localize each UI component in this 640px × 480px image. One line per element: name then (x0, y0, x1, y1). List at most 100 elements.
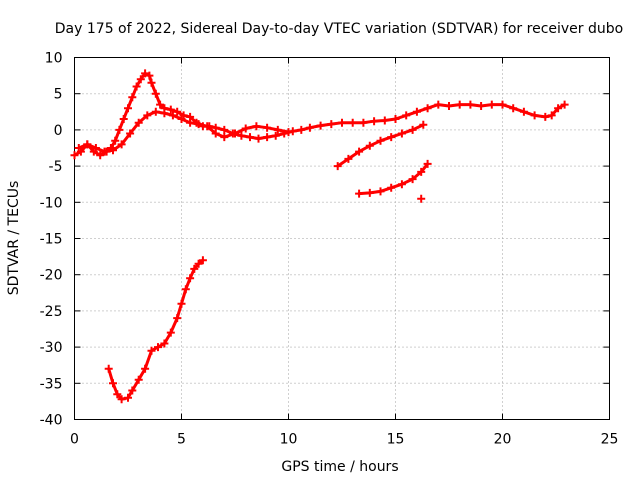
data-point (333, 162, 342, 171)
data-point (124, 104, 132, 113)
data-point (419, 120, 428, 129)
data-point (408, 175, 417, 184)
data-point (190, 264, 199, 273)
data-point (100, 147, 109, 156)
data-point (397, 180, 406, 189)
y-tick-label: -15 (40, 232, 63, 248)
data-point (186, 274, 195, 283)
data-point (359, 118, 368, 127)
data-point (136, 75, 145, 84)
data-point (370, 117, 379, 126)
data-point (166, 328, 175, 337)
series-line (336, 123, 425, 168)
data-point (327, 120, 336, 129)
data-point (134, 118, 143, 127)
data-point (560, 100, 569, 109)
data-point (284, 128, 293, 137)
data-point (348, 118, 357, 127)
data-point (186, 118, 195, 127)
data-point (547, 111, 556, 120)
data-point (119, 115, 128, 123)
series-upper-loop (74, 107, 293, 156)
data-point (91, 144, 100, 152)
data-point (273, 125, 282, 134)
y-tick-label: -35 (40, 376, 63, 392)
data-point (355, 189, 364, 198)
data-point (160, 109, 169, 118)
y-axis-label: SDTVAR / TECUs (6, 181, 22, 296)
data-point (166, 105, 175, 114)
data-point (113, 390, 122, 399)
data-point (117, 140, 126, 149)
data-point (141, 69, 150, 78)
data-point (509, 104, 518, 113)
data-point (376, 187, 385, 196)
data-point (365, 141, 374, 150)
y-tick-label: 10 (45, 51, 63, 67)
data-point (387, 183, 396, 192)
data-point (344, 154, 353, 163)
y-tick-label: -25 (40, 304, 63, 320)
data-point (417, 194, 426, 203)
data-point (177, 299, 186, 308)
data-point (194, 120, 203, 129)
series-evening-rise (333, 120, 428, 171)
data-point (154, 343, 162, 352)
data-point (271, 131, 280, 140)
data-point (241, 124, 250, 133)
data-point (203, 122, 212, 131)
data-point (151, 107, 160, 116)
x-tick-label: 5 (177, 432, 186, 448)
x-tick-label: 20 (494, 432, 512, 448)
data-point (220, 133, 229, 142)
data-point (541, 112, 550, 121)
data-point (211, 129, 220, 138)
data-point (115, 125, 124, 134)
data-point (177, 115, 186, 123)
series-line (107, 258, 205, 401)
data-point (141, 364, 150, 373)
data-point (263, 133, 272, 142)
data-point (220, 125, 229, 134)
data-point (376, 136, 385, 145)
data-point (297, 125, 306, 134)
data-point (305, 123, 314, 132)
data-point (254, 134, 263, 143)
data-point (181, 285, 190, 294)
data-point (423, 159, 432, 168)
data-point (408, 125, 417, 134)
y-tick-label: -10 (40, 195, 63, 211)
data-point (519, 107, 528, 116)
series-negative-segment (355, 159, 432, 198)
data-point (487, 100, 496, 109)
data-point (128, 386, 137, 395)
y-tick-label: -30 (40, 340, 63, 356)
data-point (134, 375, 143, 384)
data-point (252, 122, 261, 131)
data-point (338, 118, 346, 127)
data-point (477, 102, 486, 110)
data-point (96, 151, 105, 160)
data-point (124, 393, 132, 402)
data-point (128, 93, 137, 102)
data-point (387, 133, 396, 142)
series-layer (70, 69, 569, 404)
data-point (391, 115, 400, 123)
data-point (355, 147, 364, 156)
data-point (173, 314, 182, 323)
data-point (246, 133, 254, 142)
data-point (380, 116, 389, 125)
data-point (145, 71, 154, 80)
data-point (423, 104, 432, 113)
data-point (455, 100, 464, 109)
data-point (194, 259, 203, 268)
data-point (237, 131, 246, 140)
data-point (417, 167, 426, 176)
data-point (530, 111, 539, 120)
y-tick-label: -20 (40, 268, 63, 284)
tick-layer: 0 5 10 15 20 25 10 5 0 -5 -10 -15 -20 -25 -30 -35 -40 (40, 51, 619, 448)
x-tick-label: 25 (601, 432, 619, 448)
series-main-trace (70, 69, 569, 160)
y-tick-label: -5 (49, 159, 63, 175)
x-tick-label: 0 (70, 432, 79, 448)
